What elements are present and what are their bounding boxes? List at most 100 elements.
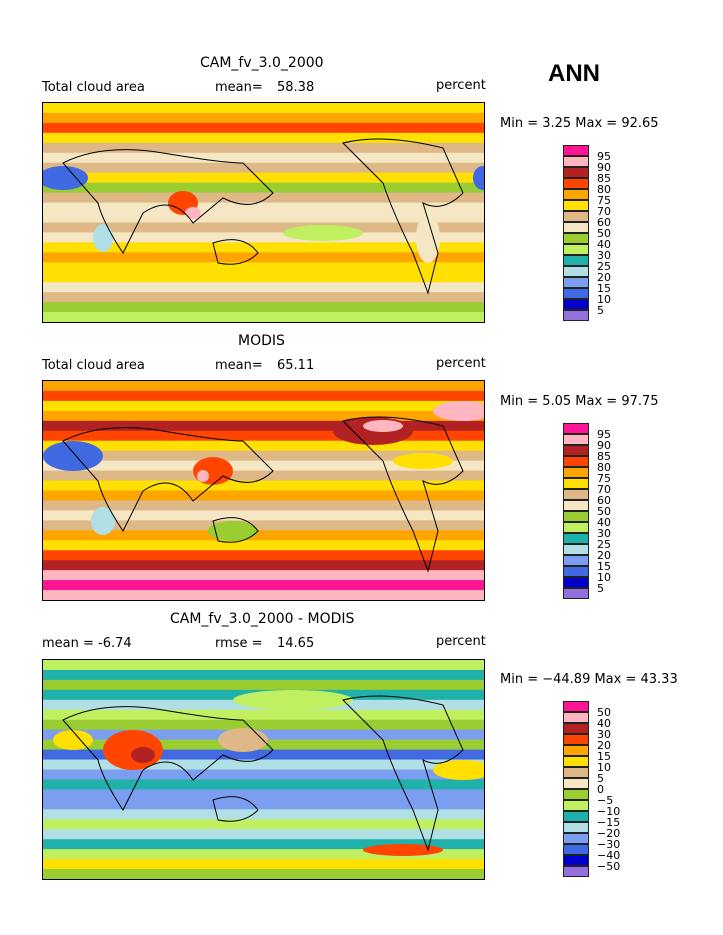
colorbar-swatch <box>563 745 589 756</box>
colorbar-swatch <box>563 211 589 222</box>
contour-region <box>43 166 88 190</box>
variable-label: Total cloud area <box>42 358 145 373</box>
colorbar-swatch <box>563 800 589 811</box>
colorbar-swatch <box>563 255 589 266</box>
colorbar-swatch <box>563 277 589 288</box>
colorbar-swatch <box>563 478 589 489</box>
colorbar-swatch <box>563 778 589 789</box>
colorbar-label: 20 <box>597 739 611 752</box>
contour-band <box>43 450 484 462</box>
contour-band <box>43 222 484 234</box>
mean-label: mean = -6.74 <box>42 636 132 651</box>
mean-label: mean= <box>215 358 263 373</box>
contour-band <box>43 849 484 861</box>
coastline <box>212 239 259 265</box>
colorbar-swatch <box>563 855 589 866</box>
colorbar-swatch <box>563 577 589 588</box>
contour-band <box>43 122 484 134</box>
colorbar-swatch <box>563 555 589 566</box>
colorbar-label: 30 <box>597 728 611 741</box>
colorbar-label: 50 <box>597 706 611 719</box>
colorbar-label: 95 <box>597 150 611 163</box>
contour-band <box>43 669 484 681</box>
colorbar-label: −10 <box>597 805 621 818</box>
contour-map <box>42 102 485 323</box>
colorbar-label: 20 <box>597 271 611 284</box>
contour-region <box>233 690 353 710</box>
colorbar-label: 60 <box>597 494 611 507</box>
contour-band <box>43 420 484 432</box>
contour-band <box>43 590 484 600</box>
contour-region <box>131 747 155 763</box>
contour-band <box>43 789 484 801</box>
contour-band <box>43 709 484 721</box>
contour-band <box>43 192 484 204</box>
colorbar-swatch <box>563 489 589 500</box>
colorbar-label: 5 <box>597 772 604 785</box>
colorbar-label: −30 <box>597 838 621 851</box>
colorbar-label: 80 <box>597 461 611 474</box>
contour-band <box>43 312 484 322</box>
contour-band <box>43 252 484 264</box>
coastline <box>342 695 464 852</box>
colorbar-swatch <box>563 533 589 544</box>
colorbar-label: 40 <box>597 717 611 730</box>
colorbar-swatch <box>563 178 589 189</box>
colorbar-label: 0 <box>597 783 604 796</box>
colorbar-swatch <box>563 156 589 167</box>
contour-band <box>43 480 484 492</box>
contour-band <box>43 799 484 811</box>
contour-band <box>43 679 484 691</box>
colorbar-swatch <box>563 500 589 511</box>
contour-band <box>43 262 484 274</box>
colorbar-label: 5 <box>597 582 604 595</box>
colorbar-swatch <box>563 434 589 445</box>
contour-band <box>43 232 484 244</box>
units-label: percent <box>436 634 486 649</box>
contour-band <box>43 510 484 522</box>
contour-band <box>43 112 484 124</box>
colorbar-label: 80 <box>597 183 611 196</box>
contour-region <box>91 507 115 535</box>
contour-band <box>43 410 484 422</box>
contour-band <box>43 869 484 879</box>
colorbar-swatch <box>563 588 589 599</box>
colorbar-label: 20 <box>597 549 611 562</box>
contour-region <box>433 760 484 780</box>
colorbar-label: 60 <box>597 216 611 229</box>
colorbar-swatch <box>563 189 589 200</box>
colorbar-swatch <box>563 811 589 822</box>
colorbar-label: 10 <box>597 761 611 774</box>
colorbar-swatch <box>563 712 589 723</box>
colorbar-swatch <box>563 467 589 478</box>
colorbar-swatch <box>563 723 589 734</box>
colorbar-label: 40 <box>597 238 611 251</box>
contour-region <box>208 521 258 541</box>
mean-value: 58.38 <box>277 80 315 95</box>
contour-region <box>473 166 484 190</box>
contour-band <box>43 142 484 154</box>
contour-band <box>43 530 484 542</box>
colorbar-swatch <box>563 288 589 299</box>
coastline <box>342 138 464 295</box>
contour-band <box>43 749 484 761</box>
rmse-value: 14.65 <box>277 636 315 651</box>
colorbar-swatch <box>563 756 589 767</box>
contour-band <box>43 719 484 731</box>
season-label: ANN <box>548 60 600 87</box>
colorbar-label: 70 <box>597 205 611 218</box>
colorbar-label: 30 <box>597 249 611 262</box>
mean-label: mean= <box>215 80 263 95</box>
colorbar-swatch <box>563 299 589 310</box>
contour-band <box>43 859 484 871</box>
contour-band <box>43 560 484 572</box>
colorbar-label: 30 <box>597 527 611 540</box>
colorbar-swatch <box>563 734 589 745</box>
colorbar-swatch <box>563 767 589 778</box>
coastline <box>62 149 274 254</box>
variable-label: Total cloud area <box>42 80 145 95</box>
contour-band <box>43 550 484 562</box>
coastline <box>62 706 274 811</box>
contour-region <box>197 470 209 482</box>
